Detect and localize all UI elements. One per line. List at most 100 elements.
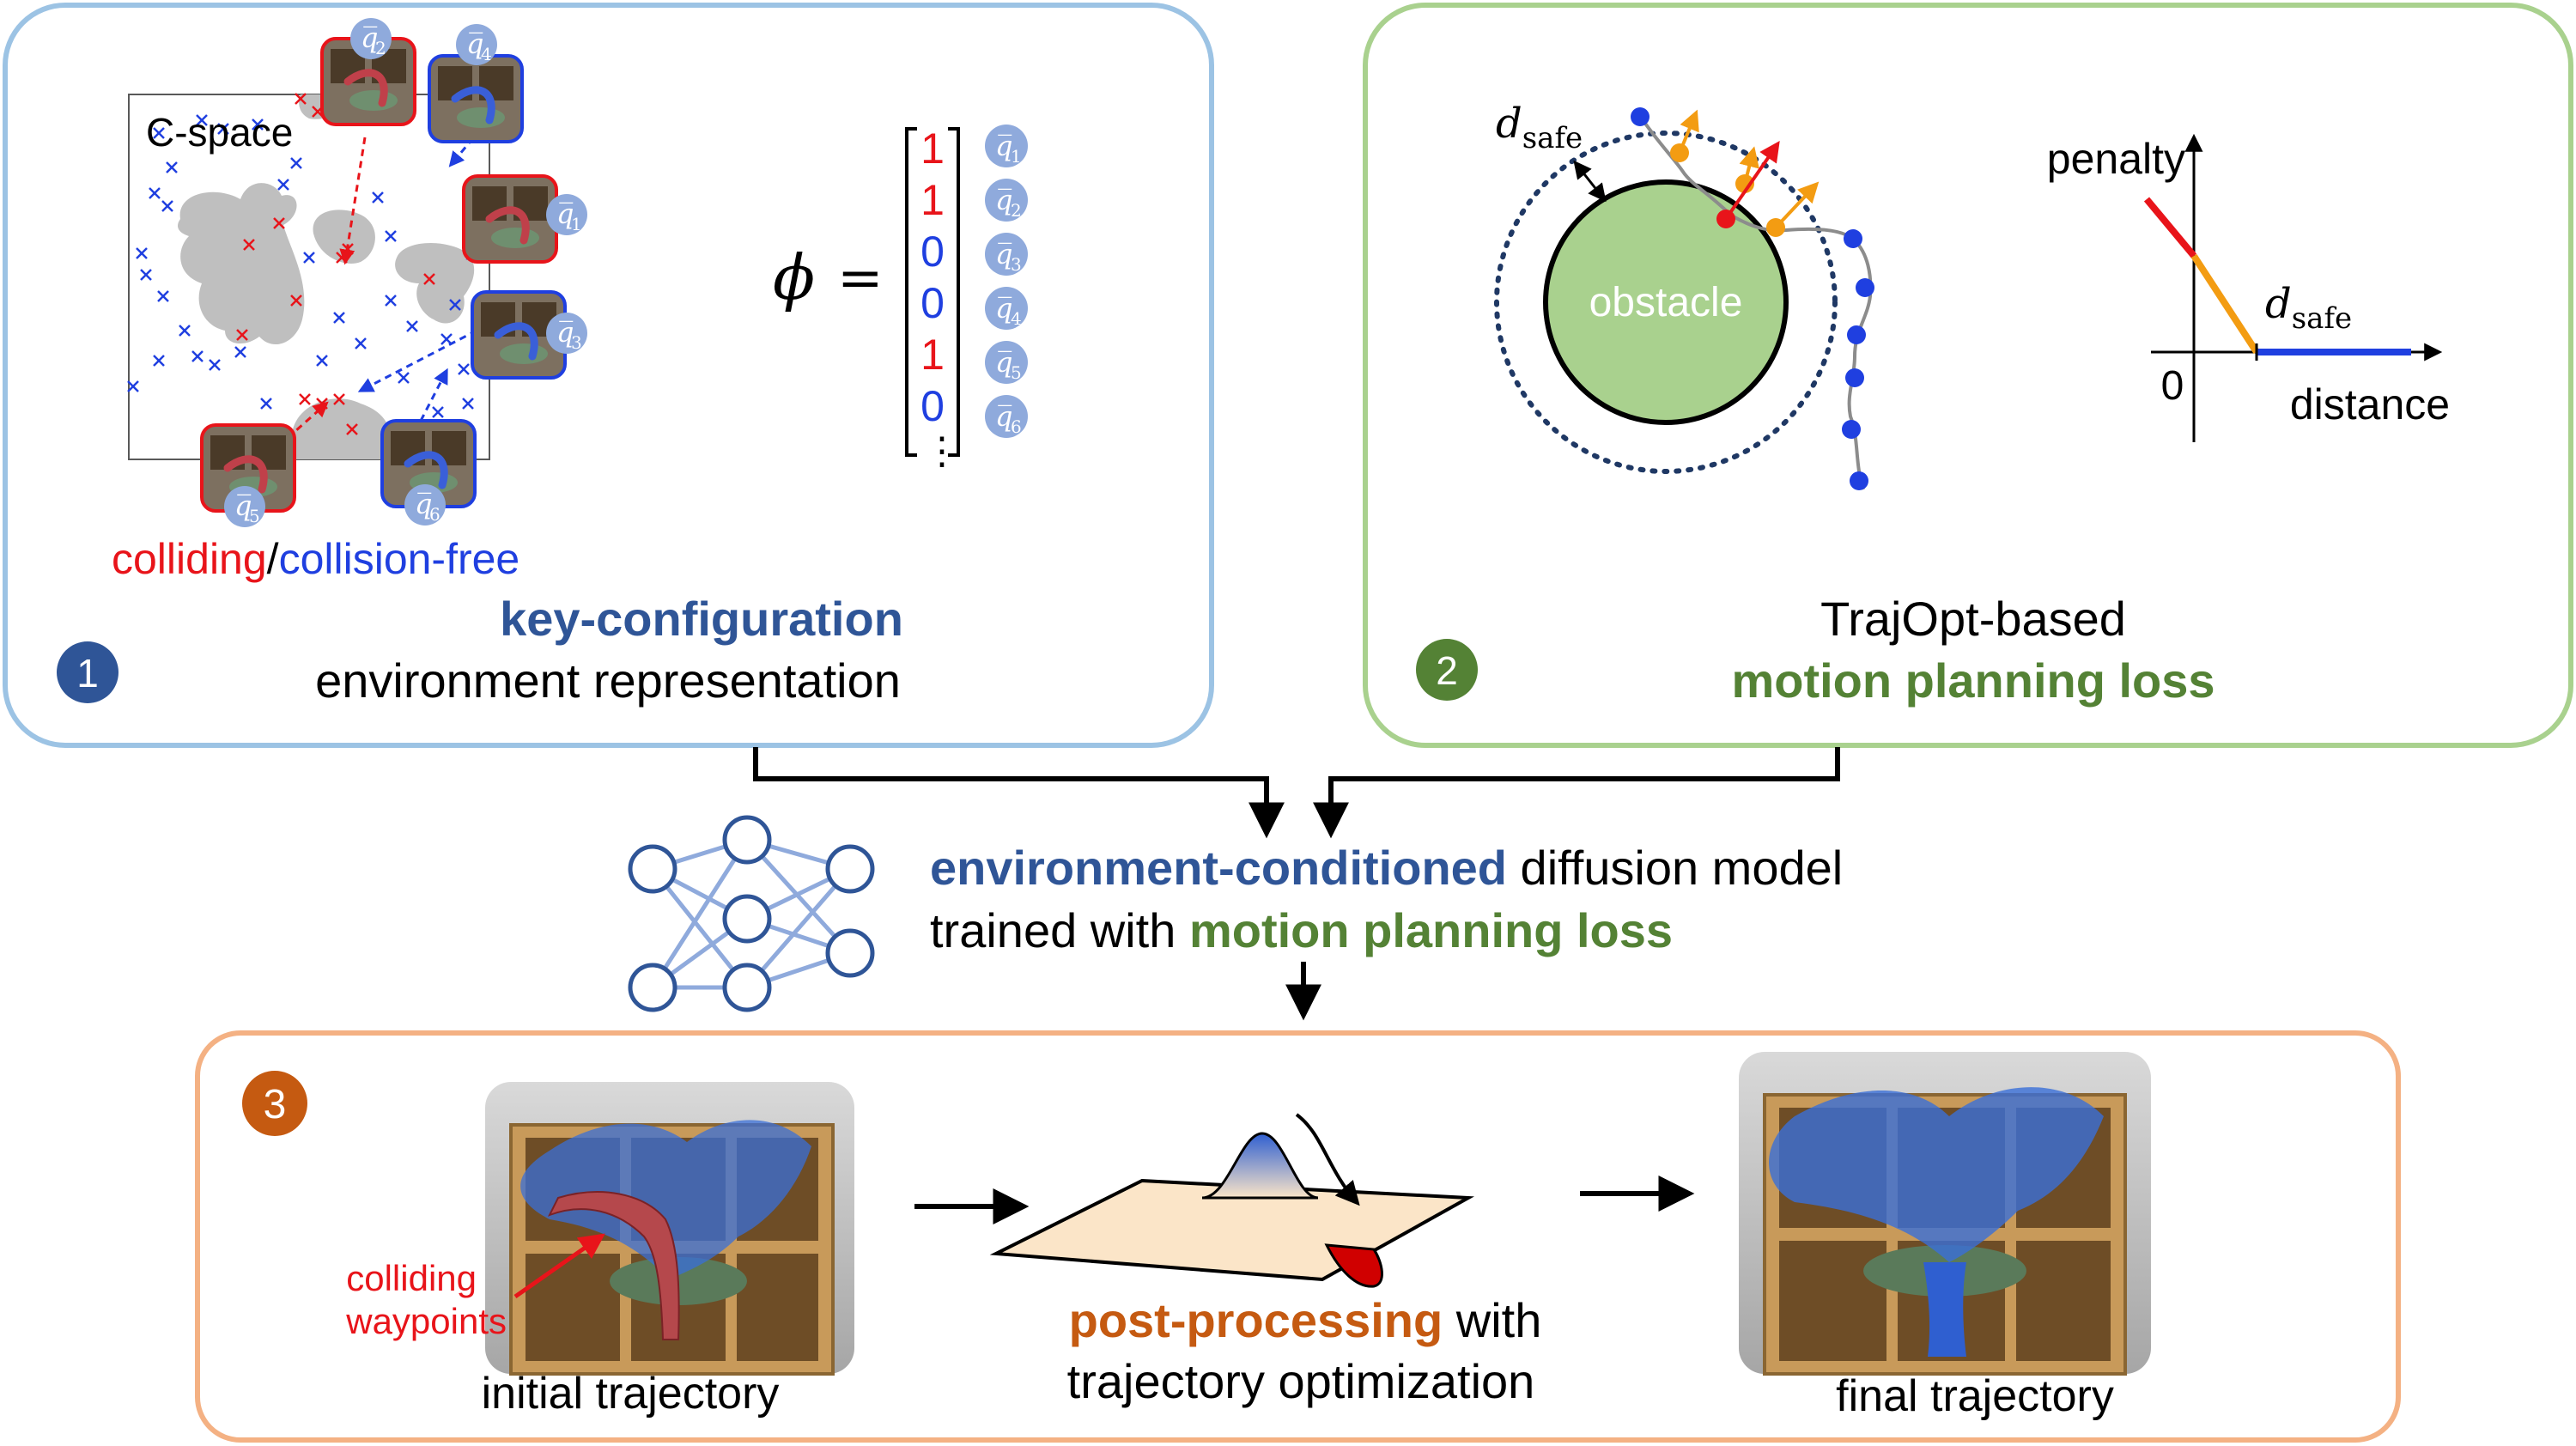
panel-motion-planning-loss: obstacle dsafe penalty distance 0 dsafe …	[1363, 3, 2573, 748]
optimization-surface-icon	[989, 1113, 1475, 1288]
configuration-thumbnail: q̅5	[200, 423, 296, 527]
d-safe-label: dsafe	[1496, 100, 1583, 155]
cspace-sample-x	[273, 217, 285, 229]
descent-path-arrow	[1295, 1113, 1360, 1206]
svg-text:6: 6	[429, 504, 440, 525]
cspace-sample-x	[243, 239, 255, 251]
legend-collision-free: collision-free	[279, 535, 520, 583]
cspace-sample-x	[217, 123, 229, 135]
plot-d-safe-label: dsafe	[2265, 280, 2352, 336]
colliding-waypoints-line2: waypoints	[345, 1301, 507, 1341]
svg-text:q̅: q̅	[556, 316, 574, 349]
cspace-sample-x	[316, 355, 328, 367]
svg-text:q̅: q̅	[234, 489, 252, 522]
cspace-sample-x	[153, 355, 165, 367]
gradient-arrow-red	[1724, 141, 1780, 221]
cspace-sample-x	[299, 393, 311, 405]
vector-value: 0	[920, 382, 945, 430]
cspace-sample-x	[127, 380, 139, 392]
penalty-label: penalty	[2047, 135, 2185, 183]
cspace-sample-x	[290, 295, 302, 307]
configuration-thumbnail: q̅3	[471, 290, 587, 380]
svg-text:q̅: q̅	[995, 130, 1012, 162]
vector-left-bracket	[905, 127, 917, 457]
vector-value: 1	[920, 331, 945, 379]
svg-text:q̅: q̅	[995, 400, 1012, 433]
configuration-thumbnail: q̅4	[428, 24, 524, 143]
cspace-sample-x	[406, 320, 418, 332]
panel-post-processing: 3 colliding waypoints initial trajectory	[195, 1030, 2401, 1443]
nn-node	[825, 928, 875, 978]
surface-valley	[1324, 1243, 1383, 1288]
panel2-badge	[1416, 639, 1478, 701]
vector-value: 1	[920, 176, 945, 224]
q-badge: q̅6	[985, 395, 1028, 438]
configuration-thumbnails: q̅2 q̅4q̅1q̅3q̅5 q̅6	[200, 18, 587, 527]
vector-value: 0	[920, 228, 945, 276]
svg-text:q̅: q̅	[995, 184, 1012, 216]
trajectory-waypoint	[1844, 229, 1862, 248]
cspace-sample-x	[252, 118, 264, 131]
final-trajectory-caption: final trajectory	[1836, 1371, 2114, 1421]
panel3-badge	[242, 1071, 307, 1136]
svg-text:q̅: q̅	[995, 292, 1012, 325]
legend-colliding: colliding	[112, 535, 267, 583]
q-badge: q̅1	[985, 125, 1028, 167]
panel1-badge-number: 1	[76, 651, 99, 696]
cspace-sample-x	[346, 423, 358, 435]
q-badge: q̅2	[350, 18, 392, 59]
svg-text:5: 5	[1011, 362, 1022, 383]
q-badge: q̅4	[456, 24, 497, 65]
cspace-sample-x	[236, 329, 248, 341]
q-badge: q̅6	[404, 484, 446, 526]
penalty-orange-segment	[2190, 253, 2260, 355]
dashed-arrow-red	[287, 401, 329, 440]
panel1-badge	[57, 641, 118, 703]
configuration-thumbnail: q̅1	[462, 174, 587, 264]
cspace-obstacle-blob	[313, 210, 375, 264]
shelf-cell	[737, 1254, 818, 1361]
panel1-title-rest: environment representation	[315, 653, 901, 708]
cspace-obstacle-blob	[178, 183, 305, 345]
surface-peak	[1201, 1132, 1319, 1200]
cspace-sample-x	[423, 273, 435, 285]
cspace-sample-x	[136, 247, 148, 259]
colliding-waypoints-line1: colliding	[346, 1258, 477, 1298]
nn-edge	[650, 838, 750, 989]
configuration-thumbnail: q̅2	[320, 18, 416, 126]
nn-node	[722, 894, 772, 944]
cspace-sample-x	[234, 346, 246, 358]
svg-text:3: 3	[571, 332, 582, 353]
cspace-sample-x	[140, 269, 152, 281]
trajectory-waypoint	[1847, 325, 1866, 344]
cspace-sample-x	[191, 350, 204, 362]
connector-left	[753, 747, 1285, 839]
obstacle-label: obstacle	[1589, 280, 1743, 325]
robot-arm-red-colliding	[547, 1191, 680, 1340]
svg-text:q̅: q̅	[466, 27, 483, 60]
zero-label: 0	[2161, 363, 2184, 409]
svg-text:1: 1	[1011, 146, 1022, 167]
penalty-red-segment	[2143, 197, 2197, 258]
panel2-title-line2: motion planning loss	[1731, 653, 2215, 708]
cspace-sample-x	[196, 114, 208, 126]
nn-nodes	[628, 815, 875, 1012]
cspace-sample-x	[398, 372, 410, 384]
cspace-sample-x	[333, 312, 345, 324]
cspace-sample-x	[295, 93, 307, 105]
q-badge: q̅3	[546, 313, 587, 354]
svg-text:q̅: q̅	[361, 21, 378, 54]
dashed-arrow-blue	[448, 128, 483, 167]
shelf-cell	[2016, 1241, 2111, 1361]
nn-edge	[745, 838, 852, 955]
svg-text:q̅: q̅	[995, 346, 1012, 379]
panel3-badge-number: 3	[264, 1082, 287, 1127]
nn-edge	[745, 867, 852, 989]
nn-node	[628, 963, 677, 1012]
nn-node	[722, 815, 772, 865]
safe-distance-circle	[1494, 131, 1838, 474]
q-badge: q̅4	[985, 287, 1028, 330]
